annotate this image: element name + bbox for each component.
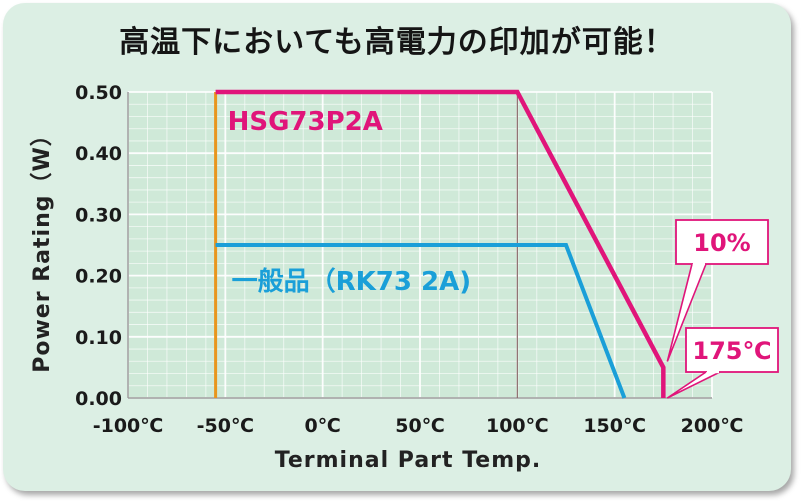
annotation-label: 175℃: [692, 337, 771, 365]
x-tick-label: 0℃: [305, 415, 341, 437]
y-tick-label: 0.50: [75, 82, 122, 104]
x-tick-label: 200℃: [681, 415, 744, 437]
series-line-hsg73p2a: [215, 89, 666, 398]
y-tick-label: 0.00: [75, 388, 122, 410]
y-axis-label: Power Rating（W）: [30, 123, 55, 373]
x-tick-label: -100℃: [93, 415, 164, 437]
tick-labels: -100℃ -50℃ 0℃ 50℃ 100℃ 150℃ 200℃ 0.00 0.10 0.20 0.…: [75, 82, 743, 437]
chart-axes: [127, 92, 712, 399]
annotations: 10% 175℃: [666, 219, 779, 399]
chart-series: HSG73P2A 一般品（RK73 2A): [215, 89, 666, 399]
series-label-rk73-2a: 一般品（RK73 2A): [232, 267, 472, 297]
x-tick-label: 100℃: [486, 415, 549, 437]
annotation-pointer: [666, 371, 721, 399]
y-tick-label: 0.20: [75, 266, 122, 288]
page-title: 高温下においても高電力の印加が可能！: [119, 25, 675, 60]
y-tick-label: 0.30: [75, 204, 122, 226]
annotation-box: [685, 327, 779, 373]
x-tick-label: 150℃: [583, 415, 646, 437]
x-tick-label: 50℃: [395, 415, 444, 437]
x-tick-label: -50℃: [197, 415, 254, 437]
series-label-hsg73p2a: HSG73P2A: [228, 107, 383, 137]
annotation-pointer: [666, 263, 707, 362]
y-tick-label: 0.10: [75, 327, 122, 349]
annotation-label: 10%: [693, 229, 750, 257]
y-tick-label: 0.40: [75, 143, 122, 165]
x-axis-label: Terminal Part Temp.: [274, 448, 542, 473]
series-line-rk73-2a: [215, 243, 627, 399]
annotation-box: [675, 219, 769, 265]
